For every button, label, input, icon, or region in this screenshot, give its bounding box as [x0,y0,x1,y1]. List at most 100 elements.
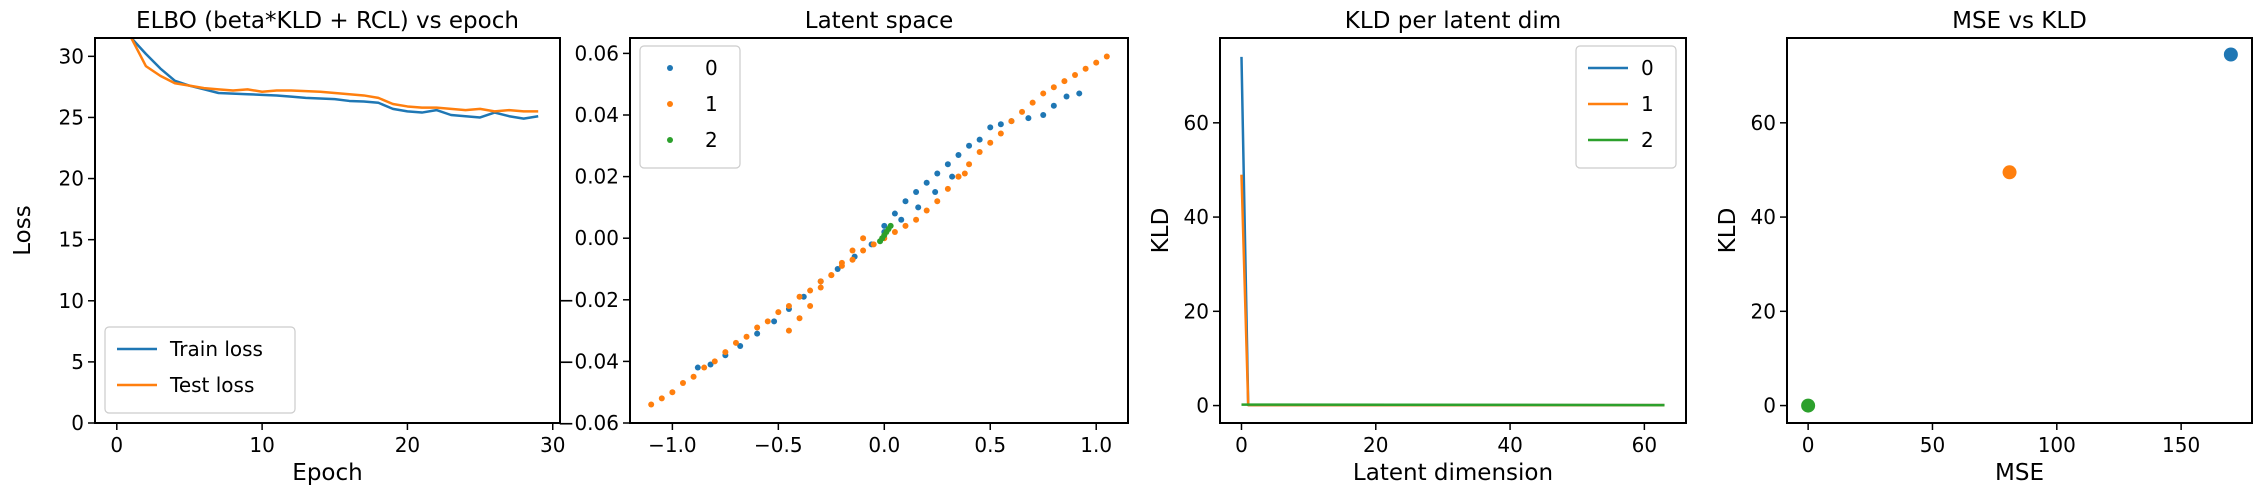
data-point [902,198,909,205]
data-point [997,130,1004,137]
x-tick-label: 0.5 [974,433,1006,457]
data-point [1050,84,1057,91]
y-tick-label: 0.06 [574,41,619,65]
data-point [1050,102,1057,109]
plot-area [648,53,1110,408]
data-point [932,189,939,195]
data-point [764,318,771,325]
y-tick-label: −0.04 [558,349,619,373]
x-tick-label: 10 [249,433,274,457]
x-tick-label: 0 [110,433,123,457]
x-axis-label: MSE [1995,460,2044,486]
x-tick-label: 60 [1632,433,1657,457]
data-point [849,256,856,263]
data-point [966,142,973,149]
data-point [834,266,841,272]
data-point [944,161,951,168]
x-tick-label: 0 [1235,433,1248,457]
axes-frame [94,37,561,424]
y-axis-label: KLD [1148,208,1174,254]
data-point [961,170,968,177]
y-tick-label: 0 [71,411,84,435]
y-tick-label: 40 [1184,205,1209,229]
series-line-Train loss [130,38,539,120]
axes-frame [1786,37,2253,424]
data-point [915,204,922,211]
data-point [807,287,814,294]
data-point [1103,53,1110,60]
data-point [694,364,701,371]
data-point [817,278,824,285]
data-point [800,293,807,300]
x-tick-label: 40 [1497,433,1522,457]
y-tick-label: 5 [71,350,84,374]
data-point [891,210,898,217]
data-point [701,364,708,371]
data-point [913,189,920,195]
data-point [898,216,905,223]
x-tick-label: 20 [1363,433,1388,457]
data-point [1063,93,1070,100]
legend-label: 0 [705,56,718,80]
data-point [817,284,824,291]
data-point [997,121,1004,128]
panel-1: ELBO (beta*KLD + RCL) vs epoch 0 10 20 30 0 5 1… [10,8,565,486]
y-tick-label: 10 [59,289,84,313]
y-tick-label: 0 [1763,394,1776,418]
legend-label: 2 [705,128,718,152]
data-point [987,124,994,131]
panel-2: Latent space −1.0 −0.5 0.0 0.5 1.0 −0.06 −0.04 −… [558,8,1129,457]
chart-title: KLD per latent dim [1345,8,1561,34]
x-tick-label: 30 [540,433,565,457]
x-tick-label: −1.0 [648,433,697,457]
data-point [737,343,744,349]
data-point [849,247,856,254]
data-point [711,358,718,365]
data-point [1093,59,1100,66]
legend-swatch [667,101,673,107]
axes-frame [1219,37,1687,424]
data-point [934,198,941,205]
x-tick-label: 150 [2162,433,2200,457]
data-point [722,349,729,356]
data-point [923,179,930,186]
data-point [754,330,761,337]
data-point [2002,165,2017,180]
y-tick-label: 0.00 [574,226,619,250]
data-point [976,148,983,155]
data-point [1008,118,1015,125]
data-point [838,259,845,266]
series-line-Test loss [130,38,539,113]
data-point [669,389,676,396]
data-point [732,339,739,346]
data-point [828,272,835,279]
data-point [1801,398,1816,413]
y-tick-label: −0.02 [558,288,619,312]
x-tick-label: 20 [395,433,420,457]
x-tick-label: 100 [2038,433,2076,457]
legend-box [639,45,741,169]
data-point [902,222,909,229]
data-point [887,222,894,229]
legend: 0 1 2 [1575,45,1677,169]
data-point [1040,90,1047,97]
y-tick-label: 0.04 [574,103,619,127]
legend: 0 1 2 [639,45,741,169]
data-point [785,327,792,334]
data-point [949,173,956,180]
chart-title: MSE vs KLD [1952,8,2087,34]
panel-4: MSE vs KLD 0 50 100 150 0 20 40 60 MSE KLD [1715,8,2253,486]
legend-label: Test loss [169,373,254,397]
x-tick-label: 50 [1920,433,1945,457]
legend-label: 2 [1641,128,1654,152]
data-point [1040,112,1047,118]
data-point [891,229,898,236]
data-point [860,247,867,254]
chart-title: ELBO (beta*KLD + RCL) vs epoch [136,8,519,34]
y-tick-label: 15 [59,228,84,252]
data-point [923,207,930,214]
series-line-1 [1240,174,1665,407]
y-tick-label: 20 [1184,299,1209,323]
data-point [944,185,951,192]
